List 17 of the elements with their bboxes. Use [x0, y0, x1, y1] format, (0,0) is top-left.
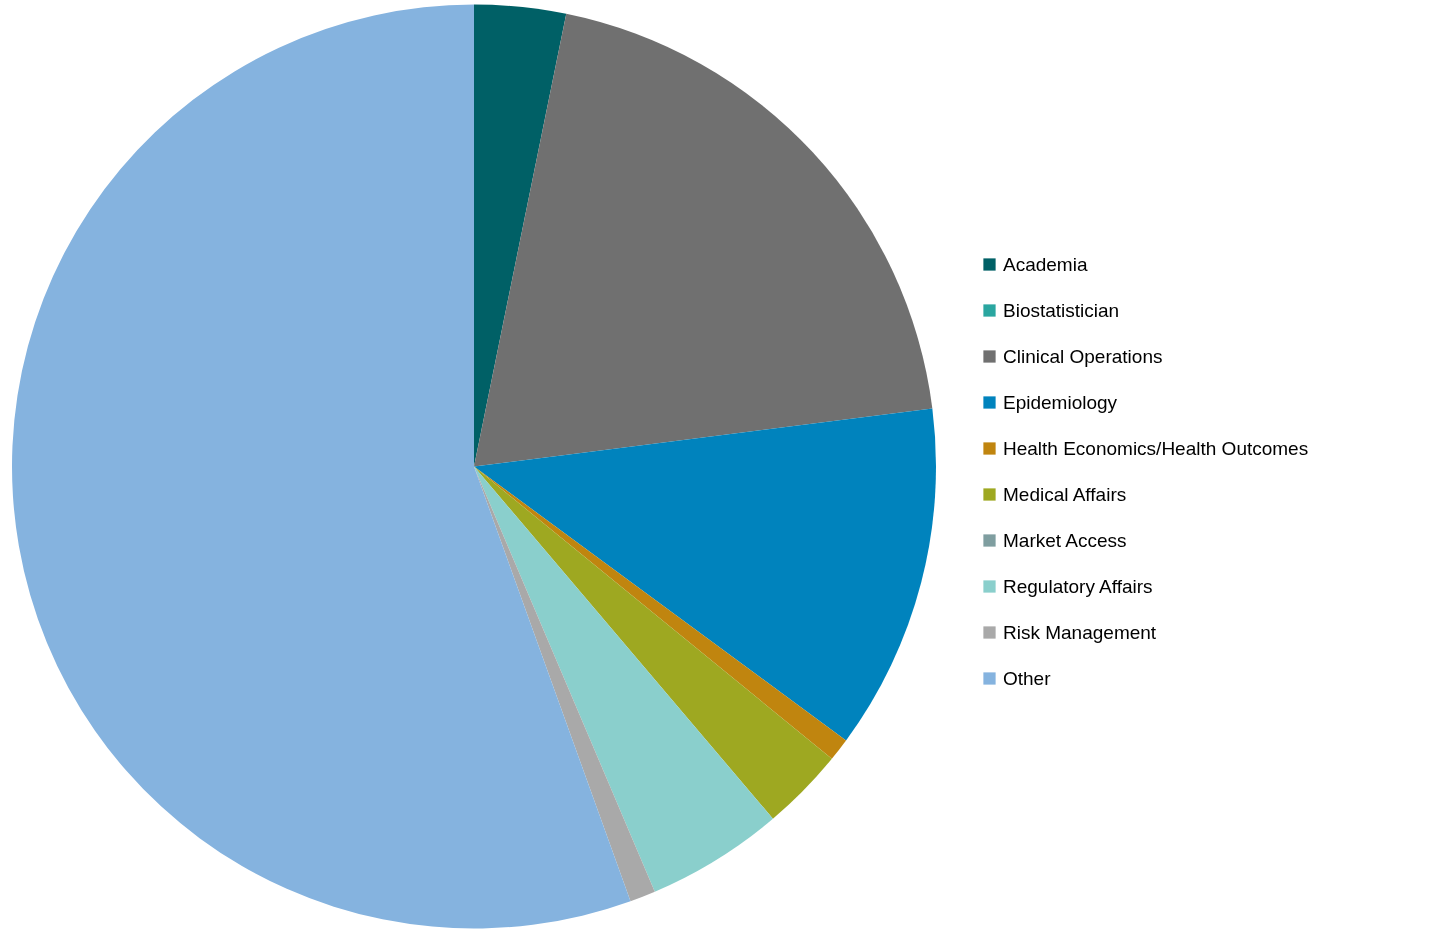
legend-label: Other [1003, 667, 1052, 689]
legend-label: Epidemiology [1003, 391, 1118, 413]
pie-slice [12, 4, 631, 929]
pie-slice [474, 466, 832, 819]
pie-slice [474, 466, 847, 759]
pie-slice [474, 4, 567, 467]
legend-label: Clinical Operations [1003, 345, 1163, 367]
pie-slice [474, 13, 933, 467]
legend-label: Regulatory Affairs [1003, 575, 1153, 597]
legend-label: Risk Management [1003, 621, 1157, 643]
legend-label: Health Economics/Health Outcomes [1003, 437, 1309, 459]
legend-label: Market Access [1003, 529, 1127, 551]
legend-label: Medical Affairs [1003, 483, 1127, 505]
pie-slice [474, 466, 773, 892]
legend-label: Biostatistician [1003, 299, 1120, 321]
legend-label: Academia [1003, 253, 1088, 275]
pie-slice [474, 408, 936, 741]
